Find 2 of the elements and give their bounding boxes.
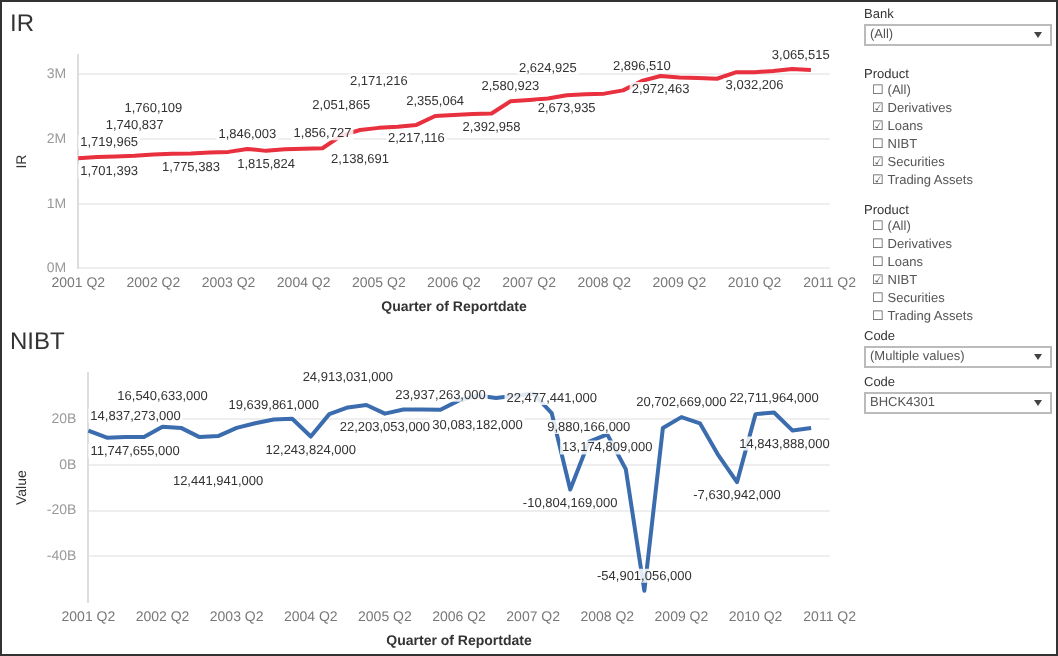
chart-title: NIBT <box>10 327 67 356</box>
chart-title: IR <box>10 9 35 38</box>
